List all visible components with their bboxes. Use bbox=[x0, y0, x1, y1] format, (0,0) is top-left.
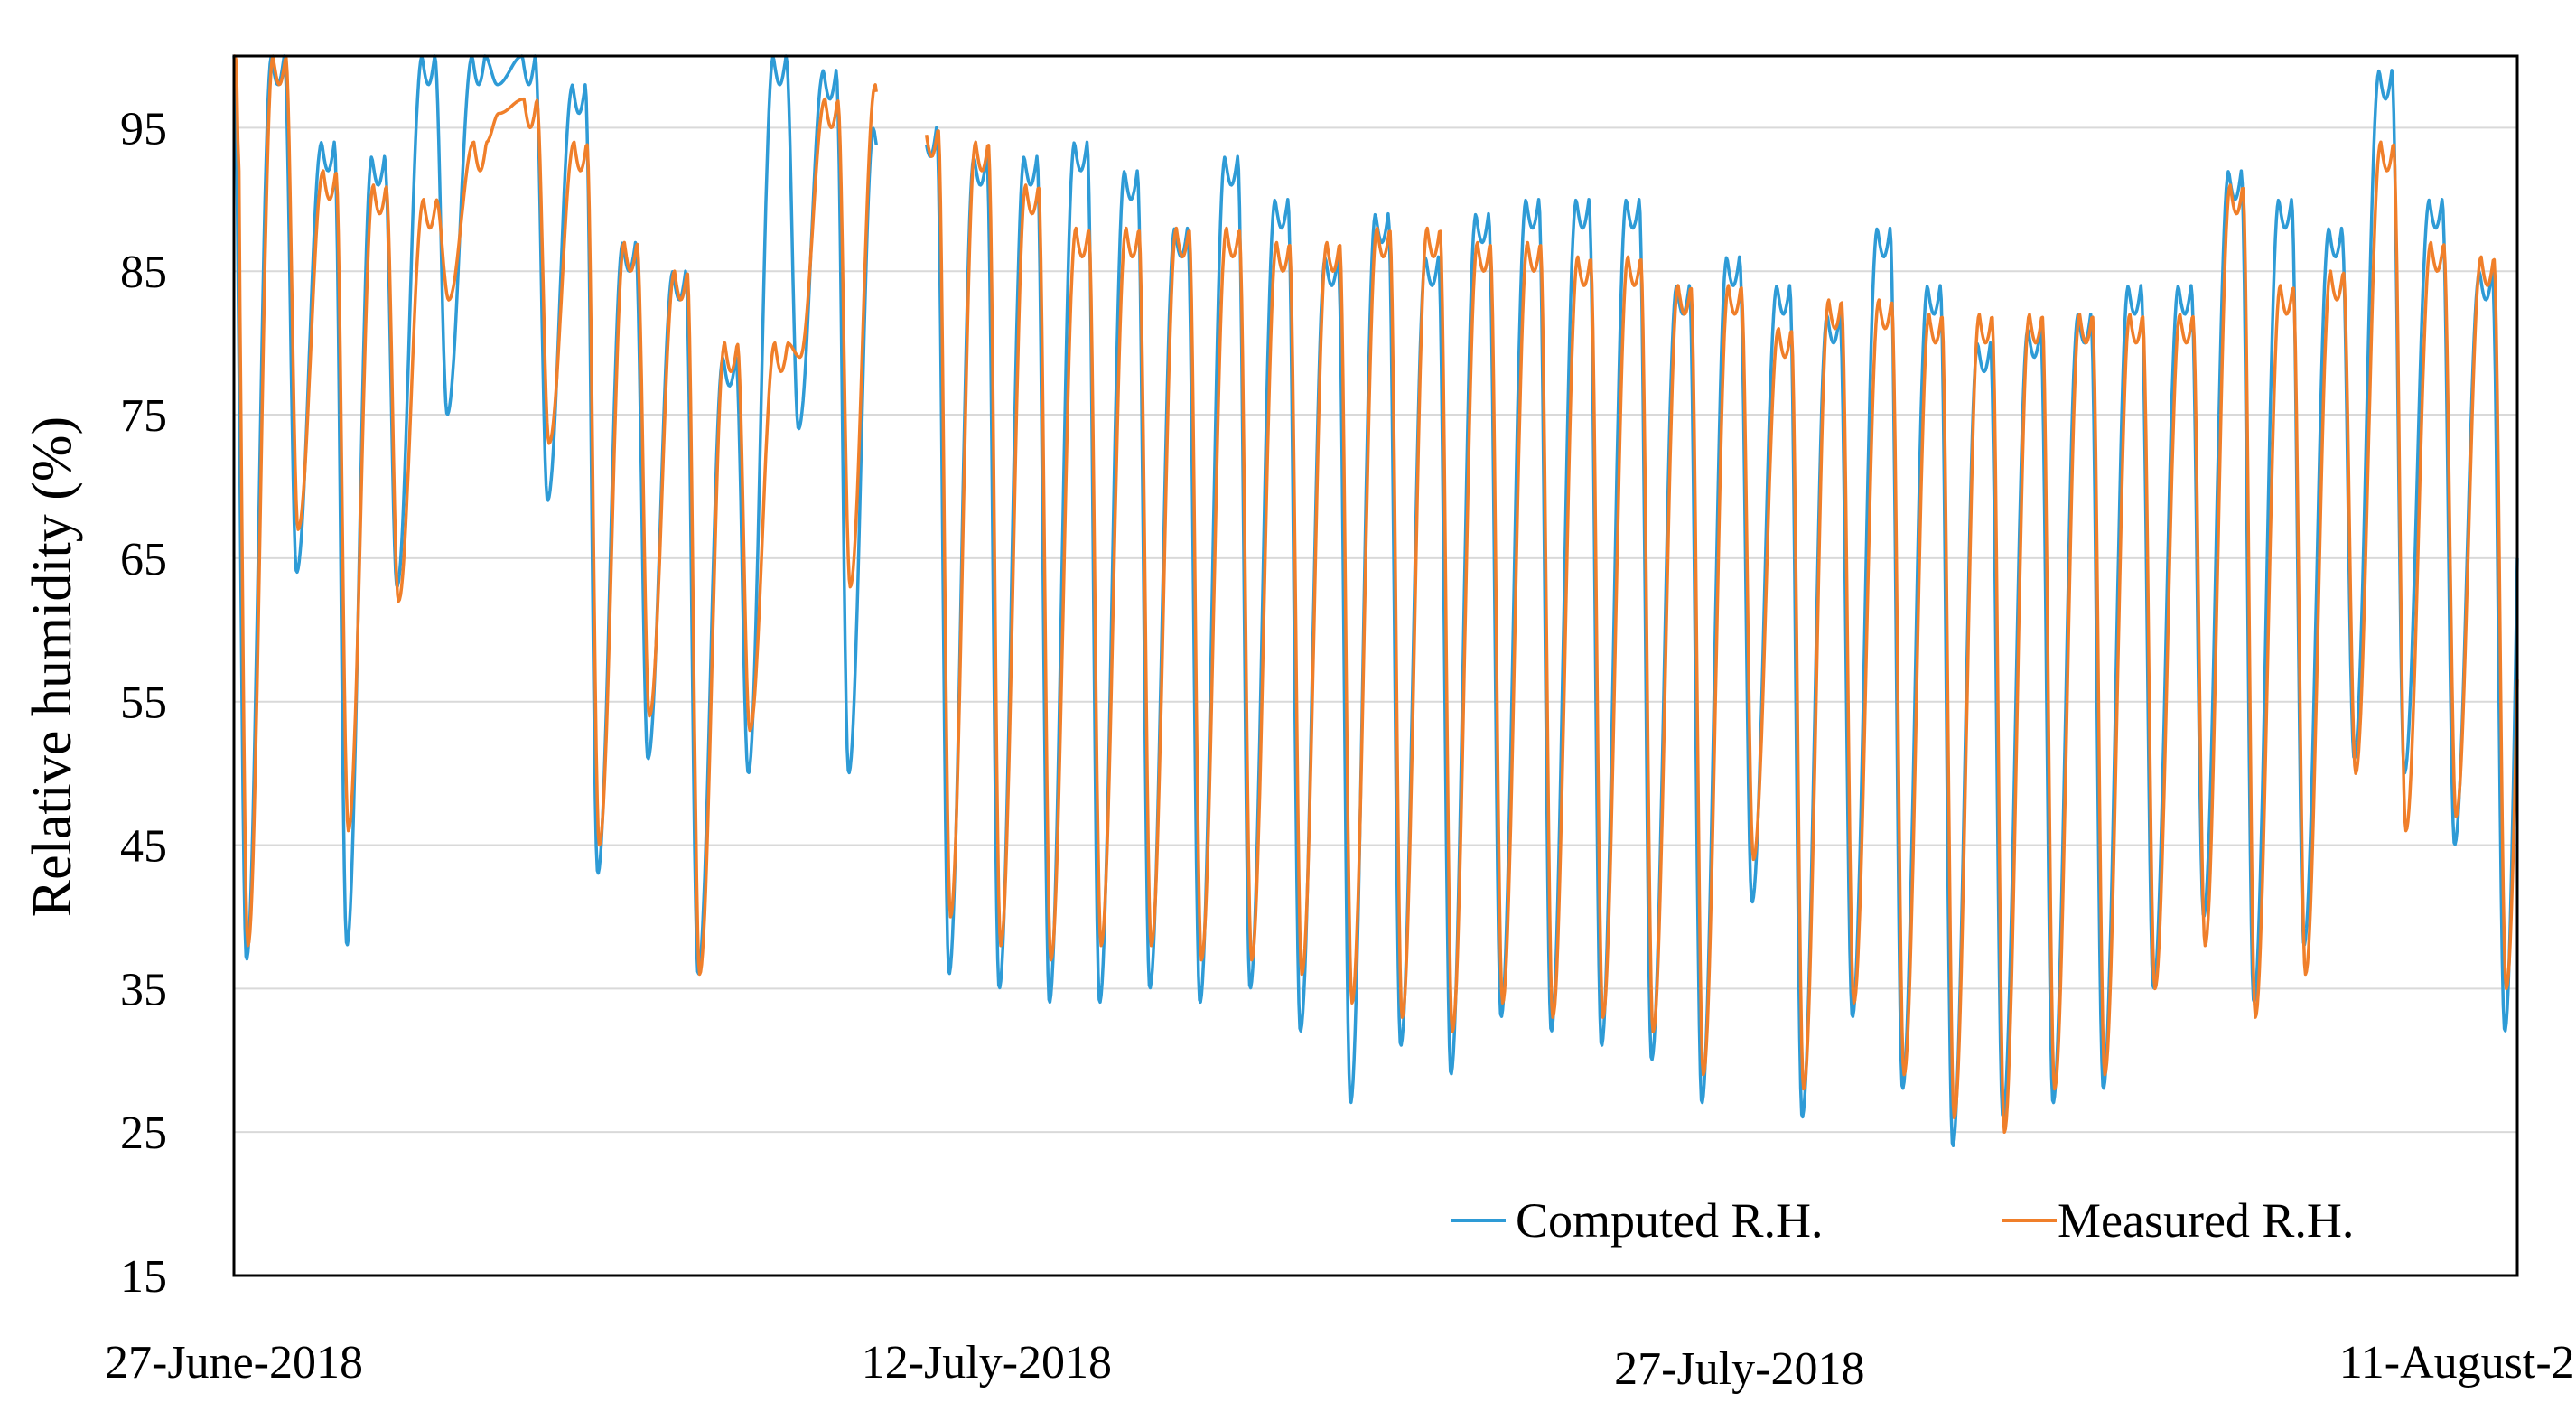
y-tick-label: 25 bbox=[120, 1108, 167, 1159]
x-tick-label: 11-August-2018 bbox=[2339, 1337, 2576, 1388]
y-tick-label: 75 bbox=[120, 390, 167, 442]
y-tick-label: 95 bbox=[120, 103, 167, 154]
y-tick-label: 45 bbox=[120, 821, 167, 873]
y-axis-ticks: 15 25 35 45 55 65 75 85 95 bbox=[120, 103, 167, 1303]
x-tick-label: 27-July-2018 bbox=[1614, 1343, 1864, 1395]
series-lines bbox=[232, 54, 2519, 1147]
x-tick-label: 27-June-2018 bbox=[105, 1337, 363, 1388]
series-line-measured-seg1 bbox=[233, 54, 878, 977]
plot-area-frame bbox=[232, 54, 2519, 1277]
series-line-computed-seg2 bbox=[924, 69, 2519, 1147]
gridlines bbox=[234, 126, 2517, 1134]
y-tick-label: 55 bbox=[120, 678, 167, 729]
x-axis-ticks: 27-June-2018 12-July-2018 27-July-2018 11-A… bbox=[105, 1337, 2576, 1395]
y-tick-label: 15 bbox=[120, 1251, 167, 1303]
y-axis-title: Relative humidity (%) bbox=[22, 416, 83, 917]
y-tick-label: 35 bbox=[120, 964, 167, 1015]
x-tick-label: 12-July-2018 bbox=[862, 1337, 1112, 1388]
series-line-computed-seg1 bbox=[232, 54, 878, 976]
y-tick-label: 65 bbox=[120, 534, 167, 585]
legend: Computed R.H. Measured R.H. bbox=[1451, 1193, 2354, 1248]
series-line-measured-seg2 bbox=[924, 129, 2519, 1134]
legend-label-measured: Measured R.H. bbox=[2058, 1193, 2354, 1248]
legend-label-computed: Computed R.H. bbox=[1516, 1193, 1824, 1248]
y-tick-label: 85 bbox=[120, 247, 167, 298]
